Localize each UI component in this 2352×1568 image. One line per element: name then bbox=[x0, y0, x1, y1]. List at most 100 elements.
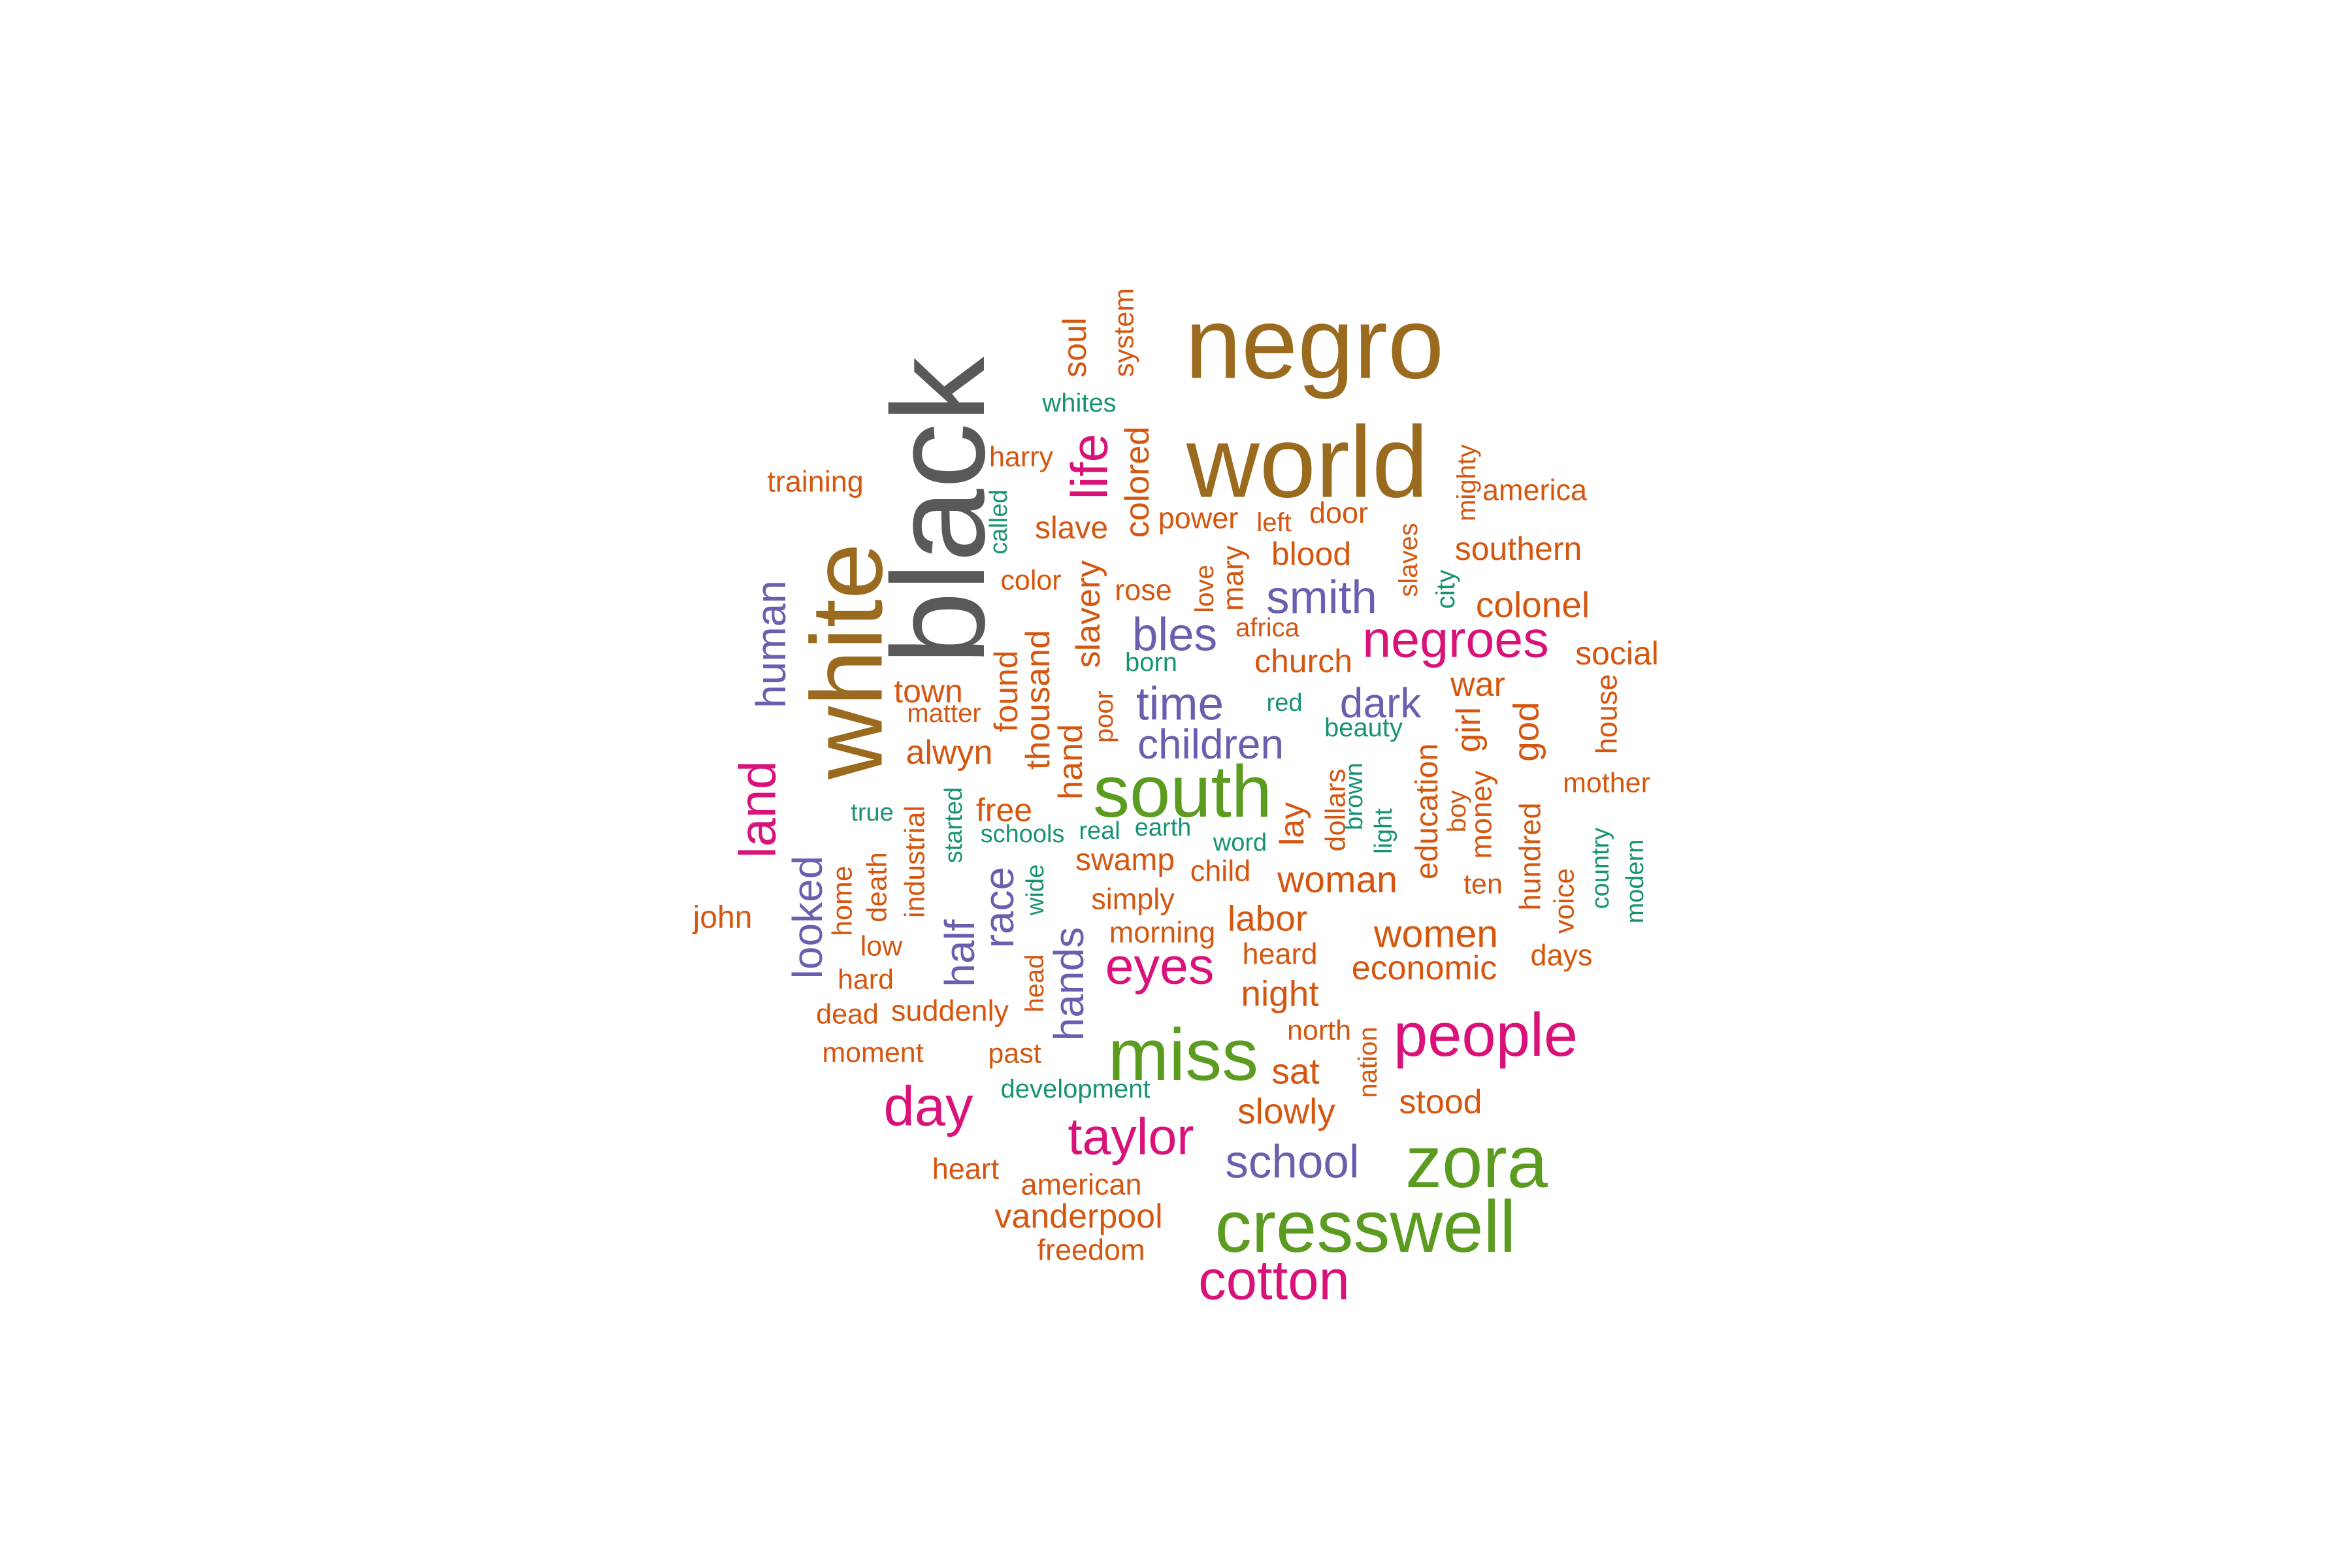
word-negroes: negroes bbox=[1362, 610, 1549, 668]
word-simply: simply bbox=[1091, 882, 1175, 916]
word-human: human bbox=[747, 580, 794, 708]
word-head: head bbox=[1021, 954, 1049, 1013]
word-hand: hand bbox=[1052, 724, 1090, 800]
word-color: color bbox=[1000, 564, 1062, 596]
word-cresswell: cresswell bbox=[1215, 1186, 1516, 1267]
word-women: women bbox=[1373, 912, 1499, 956]
word-country: country bbox=[1587, 827, 1614, 909]
word-home: home bbox=[826, 866, 858, 936]
word-dark: dark bbox=[1339, 679, 1422, 727]
word-africa: africa bbox=[1235, 613, 1299, 642]
word-land: land bbox=[728, 760, 787, 858]
word-slaves: slaves bbox=[1394, 523, 1423, 597]
word-system: system bbox=[1108, 287, 1140, 378]
word-stood: stood bbox=[1399, 1083, 1482, 1121]
word-white: white bbox=[790, 543, 904, 779]
word-days: days bbox=[1530, 938, 1593, 972]
word-nation: nation bbox=[1354, 1026, 1382, 1098]
word-america: america bbox=[1482, 473, 1588, 507]
word-race: race bbox=[975, 866, 1022, 949]
word-thousand: thousand bbox=[1019, 630, 1057, 770]
word-world: world bbox=[1186, 405, 1429, 519]
word-heart: heart bbox=[932, 1152, 1000, 1186]
word-colored: colored bbox=[1119, 426, 1156, 538]
word-word: word bbox=[1213, 829, 1267, 857]
word-day: day bbox=[883, 1075, 973, 1138]
word-town: town bbox=[894, 673, 963, 710]
word-social: social bbox=[1575, 635, 1659, 672]
word-house: house bbox=[1590, 674, 1624, 755]
word-hands: hands bbox=[1045, 926, 1092, 1041]
word-hundred: hundred bbox=[1513, 802, 1547, 911]
word-time: time bbox=[1135, 678, 1224, 730]
word-red: red bbox=[1266, 689, 1303, 717]
word-industrial: industrial bbox=[899, 805, 931, 919]
word-beauty: beauty bbox=[1324, 713, 1403, 742]
word-love: love bbox=[1190, 564, 1219, 613]
word-light: light bbox=[1370, 808, 1397, 854]
word-power: power bbox=[1158, 501, 1239, 535]
word-poor: poor bbox=[1090, 690, 1119, 743]
word-colonel: colonel bbox=[1475, 584, 1590, 625]
word-vanderpool: vanderpool bbox=[994, 1198, 1163, 1235]
word-true: true bbox=[851, 799, 894, 826]
word-called: called bbox=[985, 489, 1013, 555]
word-taylor: taylor bbox=[1068, 1107, 1194, 1166]
word-child: child bbox=[1190, 854, 1251, 888]
word-labor: labor bbox=[1227, 898, 1308, 939]
word-ten: ten bbox=[1463, 868, 1503, 900]
word-matter: matter bbox=[907, 699, 981, 728]
word-education: education bbox=[1410, 743, 1445, 880]
word-economic: economic bbox=[1351, 949, 1497, 987]
word-south: south bbox=[1093, 751, 1272, 832]
word-miss: miss bbox=[1107, 1014, 1259, 1096]
word-free: free bbox=[975, 792, 1033, 828]
word-life: life bbox=[1060, 433, 1119, 500]
word-alwyn: alwyn bbox=[906, 734, 993, 772]
word-mighty: mighty bbox=[1452, 444, 1481, 521]
word-slowly: slowly bbox=[1237, 1090, 1335, 1132]
word-suddenly: suddenly bbox=[890, 994, 1009, 1028]
word-cotton: cotton bbox=[1198, 1249, 1350, 1312]
word-sat: sat bbox=[1271, 1051, 1320, 1092]
word-john: john bbox=[693, 900, 753, 935]
word-wide: wide bbox=[1022, 864, 1049, 916]
word-whites: whites bbox=[1042, 389, 1117, 417]
word-eyes: eyes bbox=[1105, 936, 1215, 995]
word-modern: modern bbox=[1622, 839, 1649, 924]
word-rose: rose bbox=[1115, 573, 1172, 607]
word-freedom: freedom bbox=[1037, 1233, 1145, 1267]
word-southern: southern bbox=[1454, 531, 1582, 567]
word-slave: slave bbox=[1034, 511, 1109, 546]
word-mary: mary bbox=[1216, 546, 1250, 611]
word-soul: soul bbox=[1056, 318, 1093, 378]
word-dead: dead bbox=[816, 998, 879, 1030]
word-war: war bbox=[1450, 666, 1505, 704]
word-real: real bbox=[1079, 817, 1120, 845]
word-moment: moment bbox=[822, 1037, 924, 1069]
word-schools: schools bbox=[980, 821, 1065, 848]
word-development: development bbox=[1000, 1075, 1151, 1103]
word-woman: woman bbox=[1277, 858, 1397, 901]
word-voice: voice bbox=[1548, 868, 1580, 934]
word-swamp: swamp bbox=[1075, 843, 1175, 877]
word-earth: earth bbox=[1134, 814, 1192, 841]
word-lay: lay bbox=[1273, 802, 1311, 846]
word-smith: smith bbox=[1266, 572, 1377, 624]
word-brown: brown bbox=[1341, 762, 1368, 830]
word-blood: blood bbox=[1271, 536, 1352, 572]
word-school: school bbox=[1225, 1136, 1360, 1188]
word-morning: morning bbox=[1109, 915, 1216, 949]
word-city: city bbox=[1431, 570, 1460, 609]
word-born: born bbox=[1124, 648, 1178, 677]
word-people: people bbox=[1393, 1000, 1578, 1069]
word-children: children bbox=[1137, 721, 1284, 768]
word-girl: girl bbox=[1450, 707, 1488, 753]
word-heard: heard bbox=[1242, 937, 1318, 971]
word-looked: looked bbox=[784, 855, 831, 979]
word-night: night bbox=[1241, 973, 1319, 1014]
word-found: found bbox=[988, 650, 1024, 732]
word-north: north bbox=[1286, 1015, 1352, 1047]
word-hard: hard bbox=[837, 964, 894, 996]
